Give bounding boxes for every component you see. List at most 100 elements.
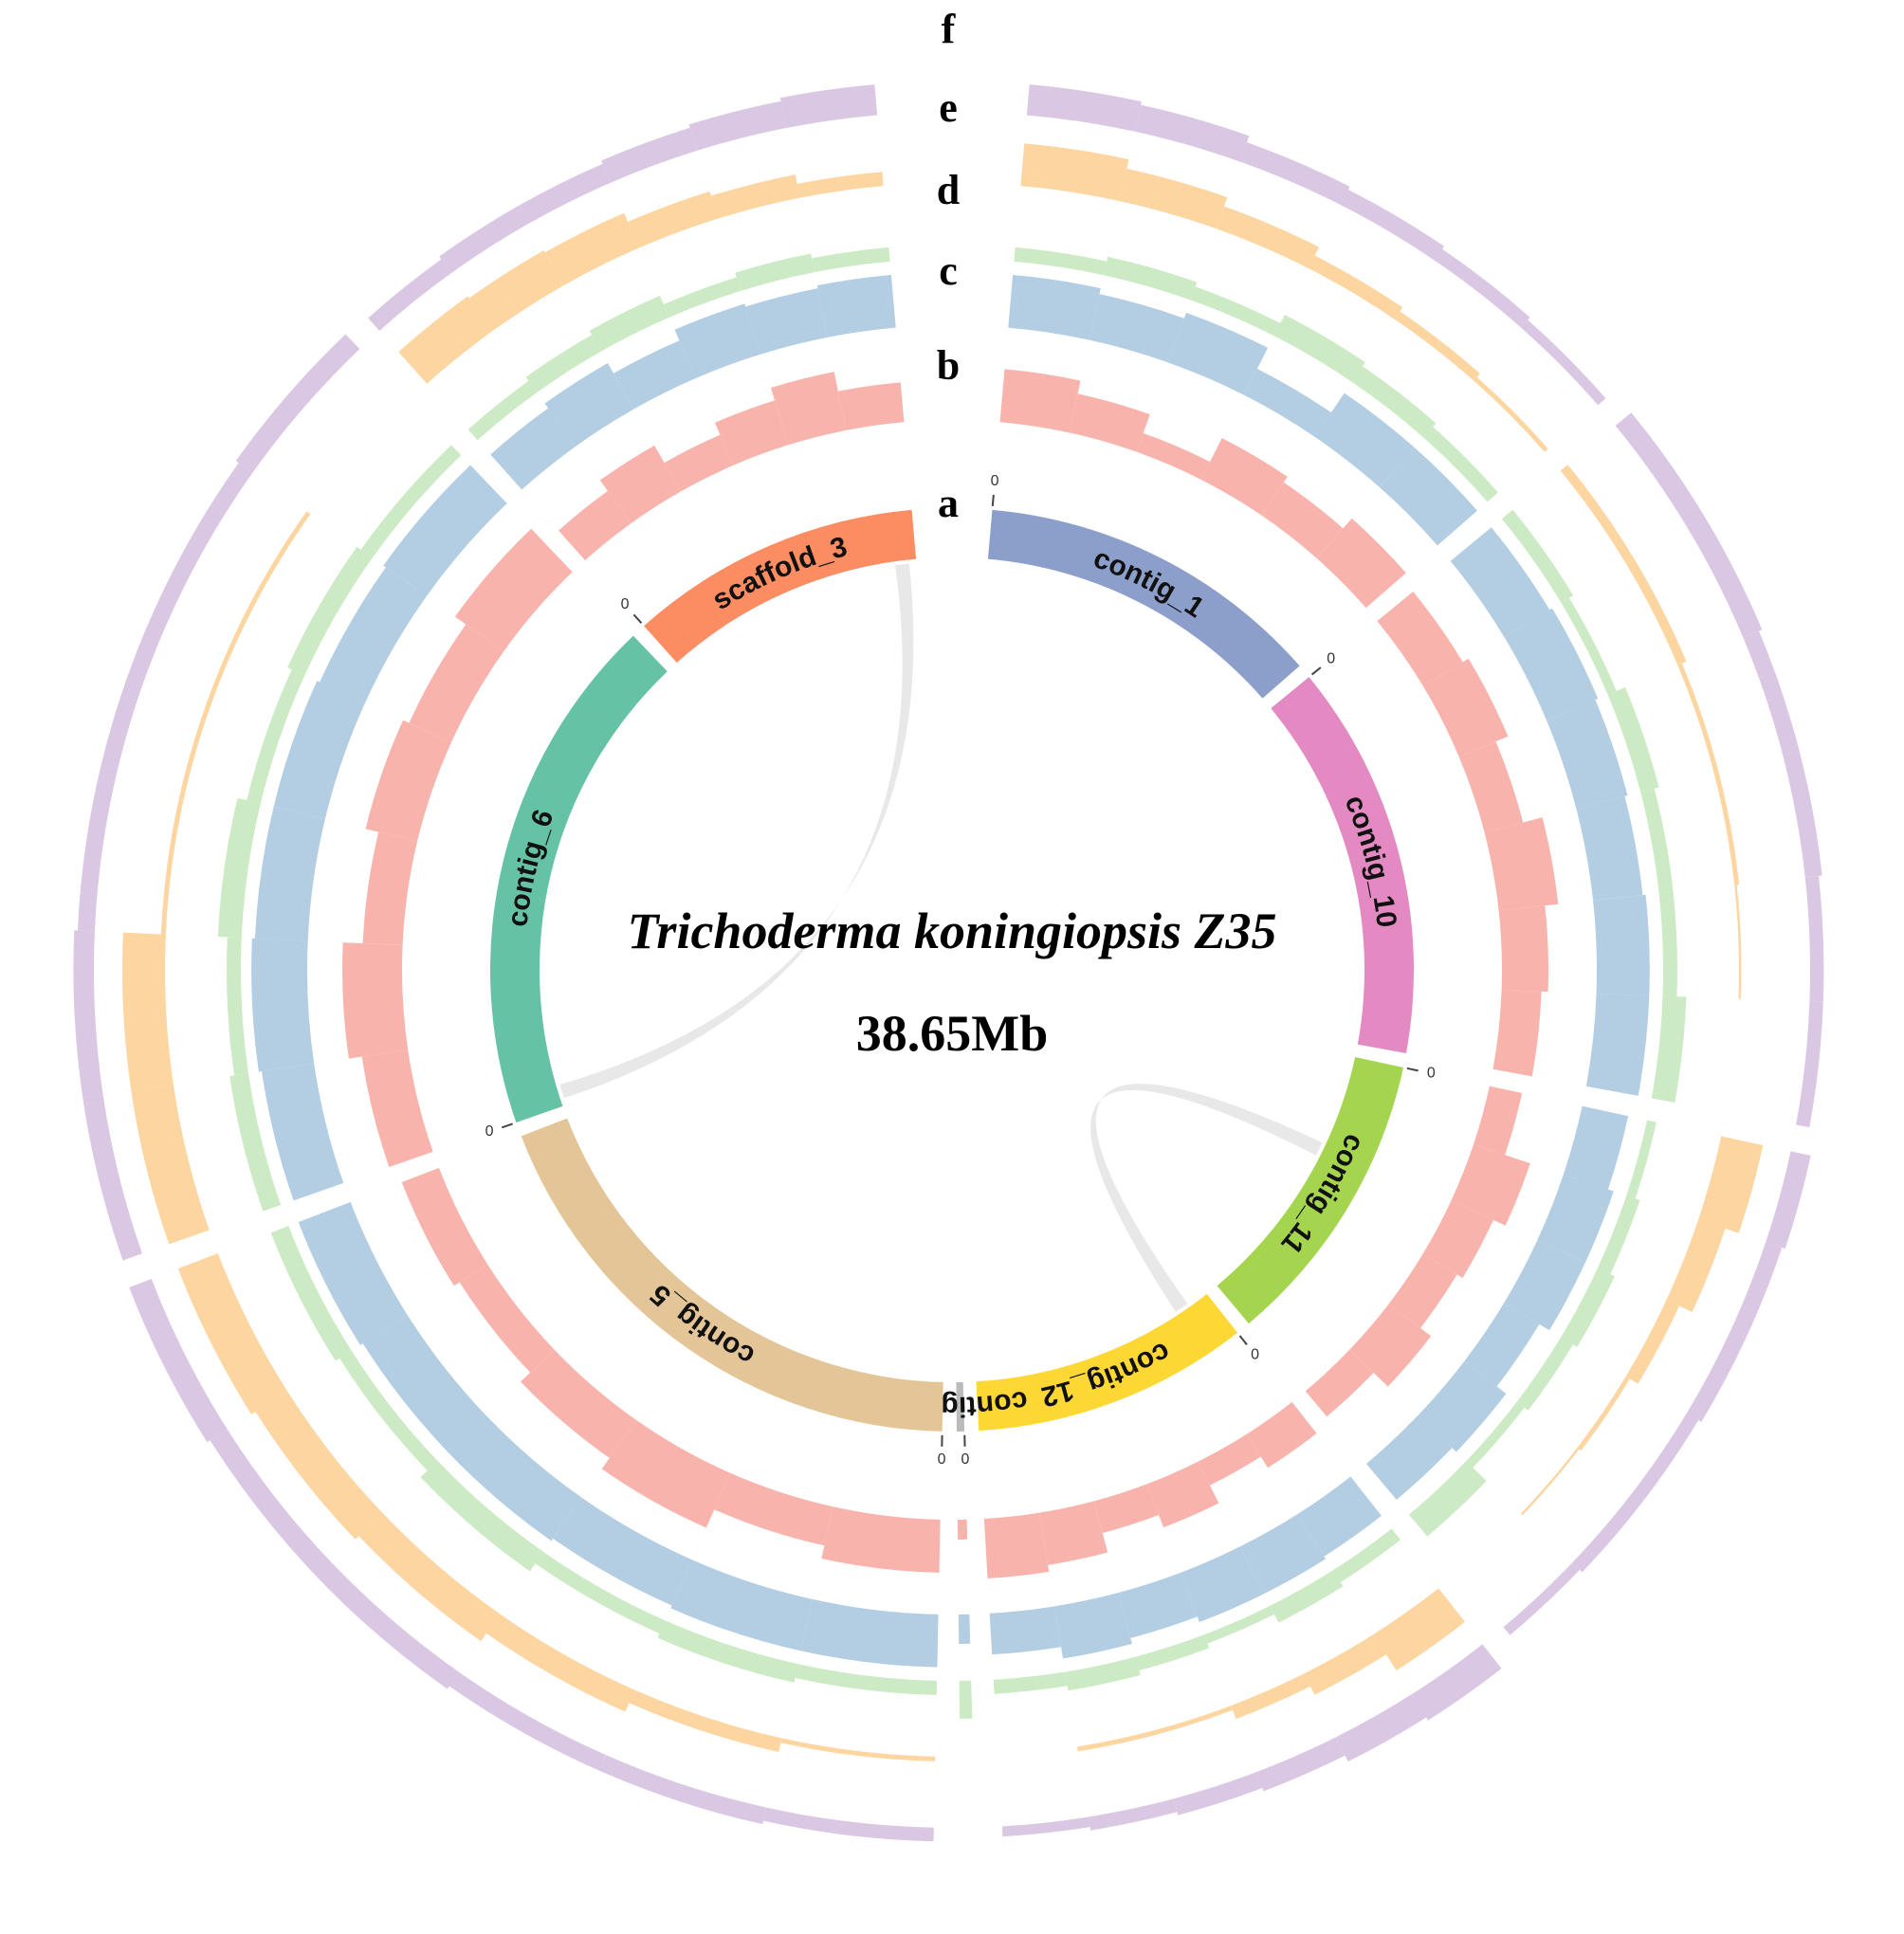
track-bar xyxy=(368,259,451,331)
track-bar xyxy=(1560,465,1635,564)
track-bar xyxy=(339,1350,438,1471)
track-bar xyxy=(1561,597,1617,695)
track-bar xyxy=(1457,1513,1521,1573)
track-bar xyxy=(454,528,573,651)
track-bar xyxy=(1658,891,1677,997)
track-bar xyxy=(1726,998,1739,1112)
track-bar xyxy=(1593,894,1650,996)
track-bar xyxy=(1335,1694,1427,1762)
track-bar xyxy=(1713,772,1740,885)
track-bar xyxy=(1474,376,1548,452)
track-bar xyxy=(1537,1174,1614,1263)
track-bar xyxy=(1484,817,1559,911)
track-bar xyxy=(1020,143,1129,202)
track-bar xyxy=(409,624,504,742)
track-bar xyxy=(1766,1151,1811,1250)
track-bar xyxy=(1065,1656,1141,1691)
track-bar xyxy=(1261,482,1344,558)
track-bar xyxy=(439,206,529,274)
track-bar xyxy=(735,253,815,291)
track-bar xyxy=(1466,1401,1525,1469)
track-bar xyxy=(230,511,311,645)
track-bar xyxy=(1687,516,1763,638)
track-bar xyxy=(229,1073,282,1212)
track-bar xyxy=(360,445,462,558)
track-bar xyxy=(1316,518,1406,609)
track-bar xyxy=(770,372,846,446)
track-bar xyxy=(310,400,410,515)
track-bar xyxy=(816,274,896,338)
track-bar xyxy=(745,288,828,355)
track-bar xyxy=(1155,1706,1234,1735)
track-bar xyxy=(553,1497,692,1606)
track-bar xyxy=(1146,1461,1219,1528)
track-bar xyxy=(73,930,103,1098)
track-bar xyxy=(1014,246,1108,276)
track-bar xyxy=(235,334,360,473)
track-bar xyxy=(1001,1816,1090,1837)
track-bar xyxy=(1504,608,1599,721)
track-bar xyxy=(459,1264,555,1373)
track-bar xyxy=(160,784,187,935)
track-bar xyxy=(490,408,577,490)
contig-start-label: 0 xyxy=(938,1451,946,1468)
track-bar xyxy=(1651,995,1687,1103)
chart-title: Trichoderma koningiopsis Z35 xyxy=(627,903,1276,959)
track-bar xyxy=(485,1614,635,1712)
track-bar xyxy=(1379,447,1477,546)
track-bar xyxy=(674,303,760,379)
track-bar xyxy=(714,400,789,465)
track-bar xyxy=(298,1201,408,1345)
track-bar xyxy=(670,1560,813,1651)
track-bar xyxy=(1203,1605,1274,1644)
track-bar xyxy=(1607,686,1659,793)
track-bar xyxy=(535,1551,666,1634)
track-bar xyxy=(518,163,612,224)
track-bar xyxy=(959,1680,973,1719)
track-bar xyxy=(1625,558,1687,666)
track-bar xyxy=(1373,1588,1465,1670)
track-bar xyxy=(398,296,493,384)
track-bar xyxy=(1520,1448,1580,1516)
contig-start-label: 0 xyxy=(485,1123,494,1140)
track-bar xyxy=(1088,1798,1178,1831)
track-bar xyxy=(1069,393,1150,452)
track-bar xyxy=(1458,741,1524,832)
track-bar xyxy=(270,1226,352,1361)
track-bar xyxy=(1039,1501,1108,1565)
track-bar xyxy=(657,1620,798,1683)
contig-start-label: 0 xyxy=(991,473,999,489)
track-bar xyxy=(558,490,632,560)
track-bar xyxy=(1394,311,1480,381)
track-bar xyxy=(1626,1120,1657,1199)
track-bar xyxy=(1365,1414,1453,1501)
track-bar xyxy=(210,1429,332,1577)
track-bar xyxy=(983,1512,1050,1578)
track-bar xyxy=(821,1506,941,1573)
track-bar xyxy=(999,369,1081,433)
contig-arc xyxy=(490,635,668,1123)
track-bar xyxy=(1351,366,1437,438)
track-bar xyxy=(1743,630,1800,756)
track-bar xyxy=(1077,1729,1157,1752)
track-bar xyxy=(1492,990,1542,1077)
track-bar xyxy=(1103,256,1198,301)
contig-arc xyxy=(976,1293,1238,1432)
track-bar xyxy=(1136,432,1211,480)
contig-start-tick xyxy=(1238,1335,1248,1345)
track-bar xyxy=(544,363,634,447)
track-bar xyxy=(998,1746,1078,1756)
track-bar xyxy=(247,669,305,804)
track-bar xyxy=(1561,1268,1615,1347)
track-bar xyxy=(1625,1300,1680,1384)
track-bar xyxy=(383,465,507,597)
track-bar xyxy=(664,434,734,492)
track-bar xyxy=(1597,1195,1640,1274)
track-bar xyxy=(1563,1105,1629,1190)
track-bar xyxy=(1783,751,1822,878)
track-bar xyxy=(1464,1303,1540,1387)
track-bar xyxy=(362,831,418,945)
track-bar xyxy=(1388,1253,1457,1328)
track-bar xyxy=(362,1315,486,1452)
contig-start-label: 0 xyxy=(621,596,630,612)
